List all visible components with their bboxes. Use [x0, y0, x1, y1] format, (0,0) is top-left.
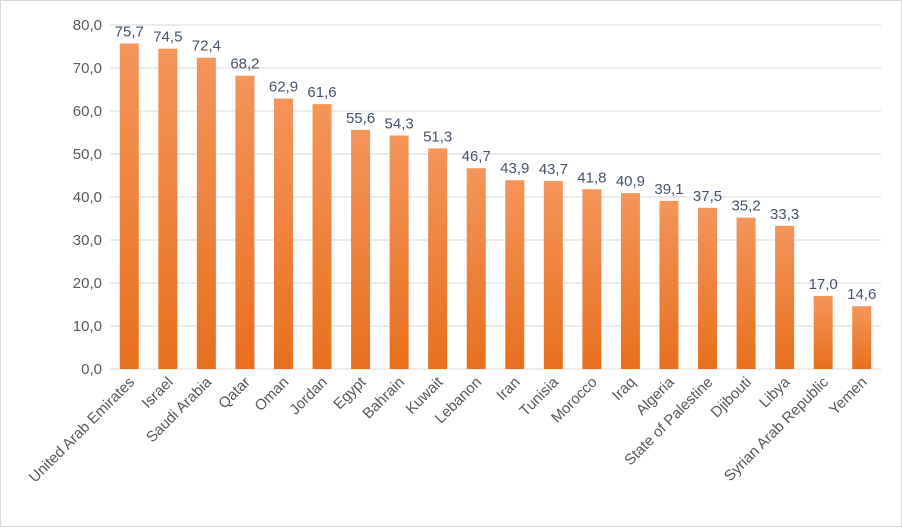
bar: [428, 148, 448, 369]
bar: [505, 180, 525, 369]
data-label: 72,4: [192, 38, 221, 55]
bar: [813, 295, 833, 369]
category-label: Iraq: [609, 374, 639, 404]
bar: [466, 168, 486, 369]
data-label: 43,7: [539, 161, 568, 178]
data-label: 75,7: [115, 23, 144, 40]
category-label: United Arab Emirates: [26, 374, 138, 486]
data-label: 43,9: [500, 160, 529, 177]
bar: [659, 200, 679, 369]
gridlines: [110, 24, 881, 370]
y-axis-tick-labels: 0,0 10,0 20,0 30,0 40,0 50,0 60,0 70,0 80,0: [73, 17, 102, 378]
bar: [620, 193, 640, 369]
bar: [775, 225, 795, 369]
category-label: Djibouti: [708, 374, 755, 421]
bar: [698, 207, 718, 369]
bar: [736, 217, 756, 369]
data-label: 33,3: [770, 206, 799, 223]
category-label: Yemen: [826, 374, 871, 419]
category-label: Jordan: [286, 374, 330, 418]
data-label: 62,9: [269, 79, 298, 96]
bar: [273, 98, 293, 369]
y-tick-label: 0,0: [81, 361, 102, 378]
data-label: 74,5: [153, 29, 182, 46]
bar: [312, 104, 332, 370]
category-label: Iran: [493, 374, 523, 404]
bar: [196, 57, 216, 370]
category-label: Qatar: [215, 374, 254, 413]
bar: [158, 48, 178, 370]
bar: [852, 306, 872, 369]
bars: [119, 43, 872, 370]
y-tick-label: 50,0: [73, 146, 102, 163]
y-tick-label: 30,0: [73, 232, 102, 249]
bar: [543, 181, 563, 369]
data-label: 51,3: [423, 128, 452, 145]
category-label: Oman: [251, 374, 292, 415]
y-tick-label: 10,0: [73, 318, 102, 335]
data-label: 41,8: [577, 169, 606, 186]
data-labels: 75,7 74,5 72,4 68,2 62,9 61,6 55,6 54,3 51,3 46,7…: [115, 23, 877, 303]
category-label: Bahrain: [359, 374, 408, 423]
data-label: 61,6: [307, 84, 336, 101]
data-label: 68,2: [230, 56, 259, 73]
bar: [235, 75, 255, 370]
y-tick-label: 20,0: [73, 275, 102, 292]
bar: [119, 43, 139, 370]
data-label: 35,2: [731, 198, 760, 215]
data-label: 37,5: [693, 188, 722, 205]
bar: [389, 135, 409, 369]
data-label: 55,6: [346, 110, 375, 127]
data-label: 46,7: [462, 148, 491, 165]
data-label: 40,9: [616, 173, 645, 190]
y-tick-label: 70,0: [73, 60, 102, 77]
data-label: 17,0: [809, 276, 838, 293]
bar: [582, 189, 602, 369]
y-tick-label: 80,0: [73, 17, 102, 34]
data-label: 54,3: [385, 116, 414, 133]
data-label: 14,6: [847, 286, 876, 303]
y-tick-label: 40,0: [73, 189, 102, 206]
bar: [351, 129, 371, 369]
data-label: 39,1: [654, 181, 683, 198]
y-tick-label: 60,0: [73, 103, 102, 120]
